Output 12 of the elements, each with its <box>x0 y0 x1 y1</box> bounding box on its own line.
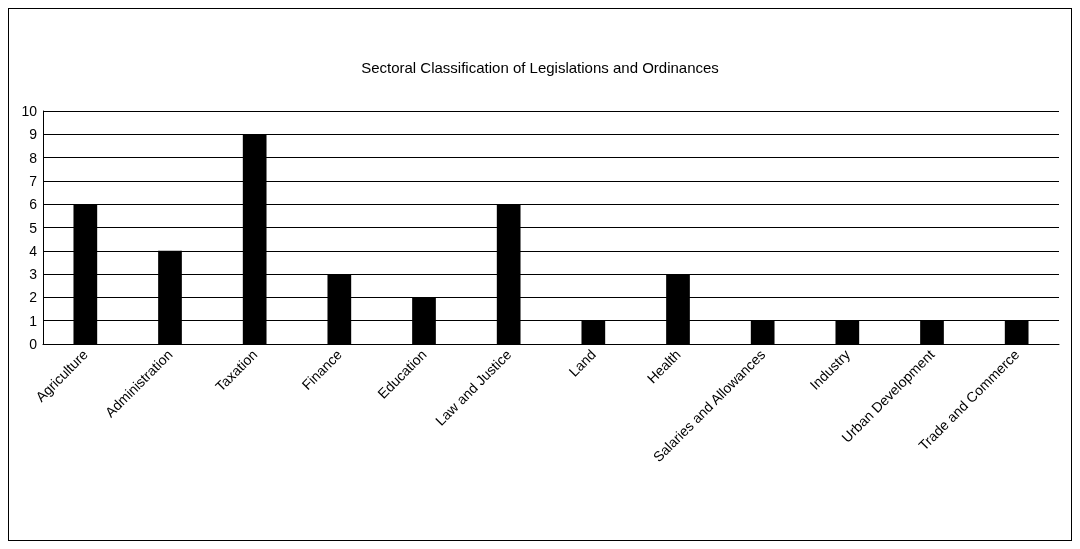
y-tick-label: 8 <box>29 149 38 166</box>
y-tick-label: 3 <box>29 266 38 283</box>
y-tick-label: 2 <box>29 289 38 306</box>
y-tick-label: 1 <box>29 312 38 329</box>
y-tick-label: 5 <box>29 219 38 236</box>
y-tick-label: 10 <box>21 103 38 119</box>
y-tick-label: 6 <box>29 196 38 213</box>
chart-title: Sectoral Classification of Legislations and Ordinances <box>361 59 719 76</box>
y-tick-label: 0 <box>29 336 38 352</box>
y-tick-label: 9 <box>29 126 38 143</box>
y-tick-label: 7 <box>29 172 38 189</box>
y-tick-label: 4 <box>29 242 38 259</box>
